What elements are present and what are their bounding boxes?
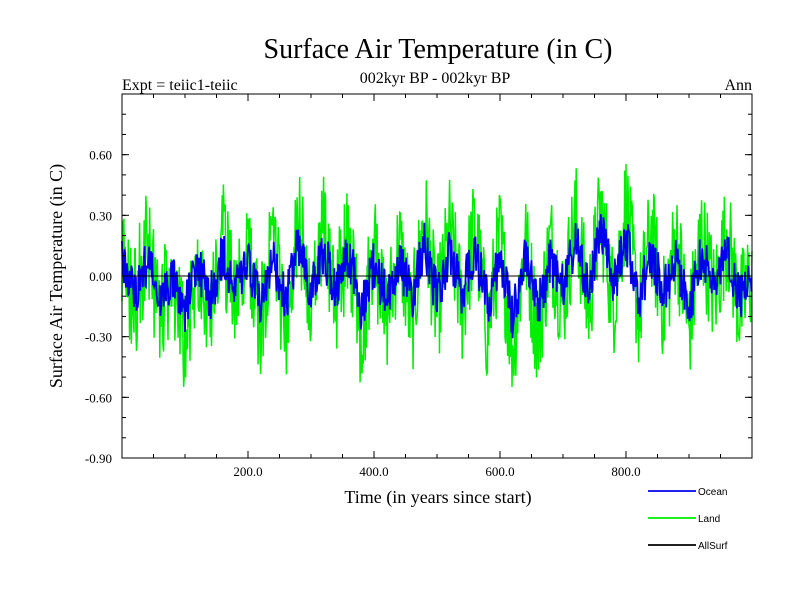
y-tick-label: 0.30 bbox=[89, 208, 112, 223]
x-tick-label: 200.0 bbox=[233, 464, 262, 479]
chart-title: Surface Air Temperature (in C) bbox=[264, 34, 613, 65]
series-line-land bbox=[121, 163, 753, 387]
y-axis-label: Surface Air Temperature (in C) bbox=[46, 164, 67, 388]
chart-subtitle: 002kyr BP - 002kyr BP bbox=[360, 70, 511, 87]
x-tick-label: 800.0 bbox=[611, 464, 640, 479]
y-tick-label: -0.30 bbox=[85, 330, 112, 345]
x-axis-label: Time (in years since start) bbox=[344, 487, 531, 508]
legend-label-ocean: Ocean bbox=[698, 487, 727, 498]
y-tick-label: 0.60 bbox=[89, 148, 112, 163]
x-tick-label: 400.0 bbox=[359, 464, 388, 479]
plot-area: -0.90 -0.60 -0.30 0.00 0.30 0.60 200.0 400.0 600… bbox=[85, 93, 753, 479]
legend: Ocean Land AllSurf bbox=[648, 487, 728, 552]
y-tick-label: 0.00 bbox=[89, 269, 112, 284]
legend-label-allsurf: AllSurf bbox=[698, 541, 728, 552]
experiment-label: Expt = teiic1-teiic bbox=[122, 77, 238, 94]
season-label: Ann bbox=[724, 77, 752, 94]
legend-label-land: Land bbox=[698, 514, 720, 525]
y-tick-label: -0.90 bbox=[85, 451, 112, 466]
x-tick-label: 600.0 bbox=[485, 464, 514, 479]
y-tick-label: -0.60 bbox=[85, 390, 112, 405]
